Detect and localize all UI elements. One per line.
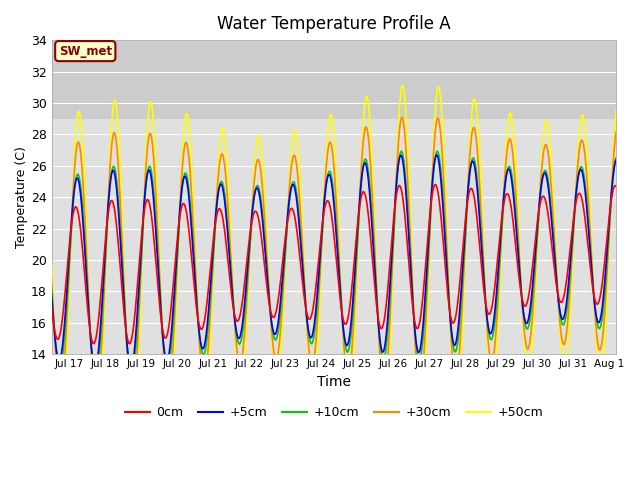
+5cm <box>287 184 295 190</box>
0cm <box>431 182 439 188</box>
Title: Water Temperature Profile A: Water Temperature Profile A <box>217 15 451 33</box>
+10cm <box>287 184 295 190</box>
Line: +10cm: +10cm <box>51 151 616 374</box>
+50cm <box>310 384 317 390</box>
+10cm <box>300 268 307 274</box>
Text: SW_met: SW_met <box>59 45 112 58</box>
+50cm <box>287 146 295 152</box>
Legend: 0cm, +5cm, +10cm, +30cm, +50cm: 0cm, +5cm, +10cm, +30cm, +50cm <box>120 401 548 424</box>
Line: 0cm: 0cm <box>51 185 616 344</box>
+30cm <box>398 115 406 120</box>
+50cm <box>115 126 122 132</box>
Bar <box>51 40 616 119</box>
Line: +50cm: +50cm <box>51 85 616 431</box>
+10cm <box>369 235 377 240</box>
0cm <box>90 341 97 347</box>
+5cm <box>47 291 55 297</box>
+10cm <box>47 285 55 290</box>
+50cm <box>47 259 55 265</box>
+10cm <box>115 195 122 201</box>
0cm <box>47 303 55 309</box>
+50cm <box>399 83 406 88</box>
+30cm <box>128 399 136 405</box>
+30cm <box>92 396 99 402</box>
+30cm <box>369 213 377 219</box>
+10cm <box>433 148 441 154</box>
+30cm <box>115 161 122 167</box>
+10cm <box>310 336 317 342</box>
+10cm <box>127 372 135 377</box>
+30cm <box>310 360 317 365</box>
Y-axis label: Temperature (C): Temperature (C) <box>15 146 28 248</box>
+5cm <box>369 243 377 249</box>
X-axis label: Time: Time <box>317 374 351 388</box>
+5cm <box>92 364 99 370</box>
+50cm <box>92 420 99 426</box>
0cm <box>92 337 99 343</box>
+30cm <box>287 163 295 168</box>
+5cm <box>300 274 307 279</box>
+50cm <box>129 428 137 433</box>
+50cm <box>369 188 377 193</box>
0cm <box>369 266 377 272</box>
0cm <box>310 304 317 310</box>
+5cm <box>310 328 317 334</box>
+5cm <box>612 157 620 163</box>
+30cm <box>47 274 55 280</box>
Line: +5cm: +5cm <box>51 155 616 367</box>
0cm <box>115 244 122 250</box>
+30cm <box>612 129 620 134</box>
+5cm <box>127 364 135 370</box>
0cm <box>287 205 295 211</box>
0cm <box>612 183 620 189</box>
+5cm <box>433 152 440 158</box>
Line: +30cm: +30cm <box>51 118 616 402</box>
+10cm <box>92 371 99 377</box>
+50cm <box>300 244 307 250</box>
+30cm <box>300 258 307 264</box>
+10cm <box>612 155 620 161</box>
+5cm <box>115 204 122 210</box>
+50cm <box>612 107 620 112</box>
0cm <box>300 285 307 291</box>
